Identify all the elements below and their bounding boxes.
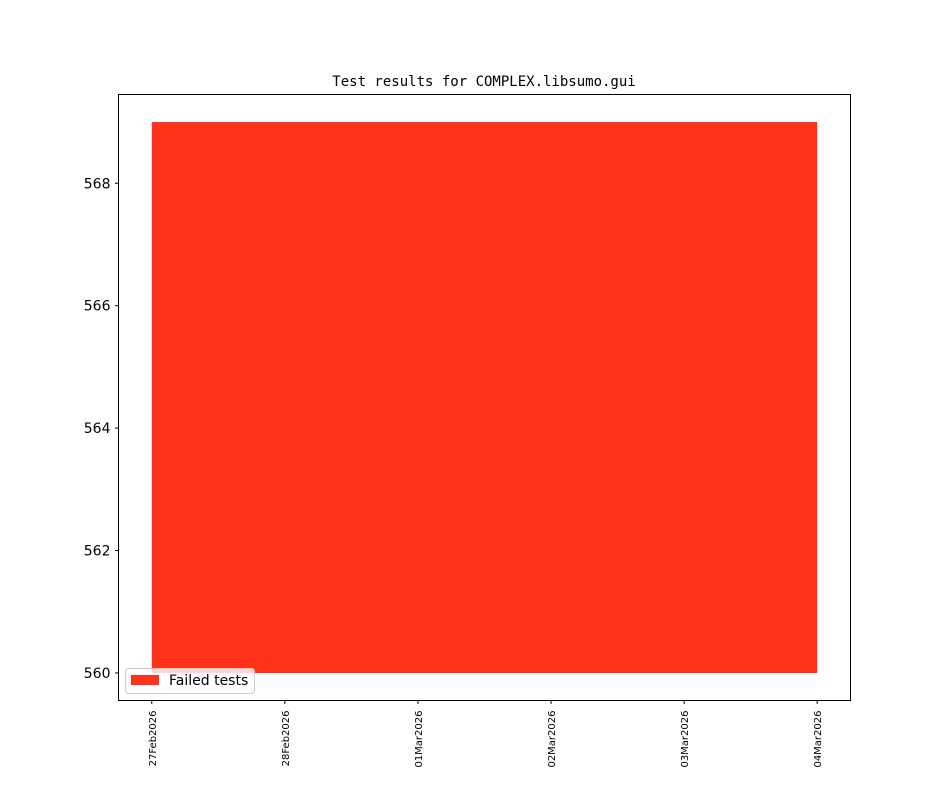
area-failed-tests [151,122,818,673]
legend-box [125,668,255,694]
y-tick-label: 564 [84,421,111,437]
y-tick-label: 562 [84,544,111,560]
x-tick-label: 04Mar2026 [813,711,824,768]
y-tick-label: 566 [84,299,111,315]
x-tick-label: 27Feb2026 [148,711,159,767]
plot-area [151,122,818,673]
y-axis: 560 562 564 566 568 [84,176,119,682]
legend: Failed tests [125,668,255,694]
legend-swatch-failed-tests [131,675,159,685]
axes-frame [118,94,851,701]
legend-label-failed-tests: Failed tests [169,673,248,689]
y-tick-label: 568 [84,176,111,192]
x-tick-label: 28Feb2026 [281,711,292,767]
x-tick-label: 02Mar2026 [547,711,558,768]
chart-title: Test results for COMPLEX.libsumo.gui [332,74,635,90]
x-axis: 27Feb2026 28Feb2026 01Mar2026 02Mar2026 03Ma… [148,700,824,768]
x-tick-label: 03Mar2026 [680,711,691,768]
x-tick-label: 01Mar2026 [414,711,425,768]
y-tick-label: 560 [84,666,111,682]
